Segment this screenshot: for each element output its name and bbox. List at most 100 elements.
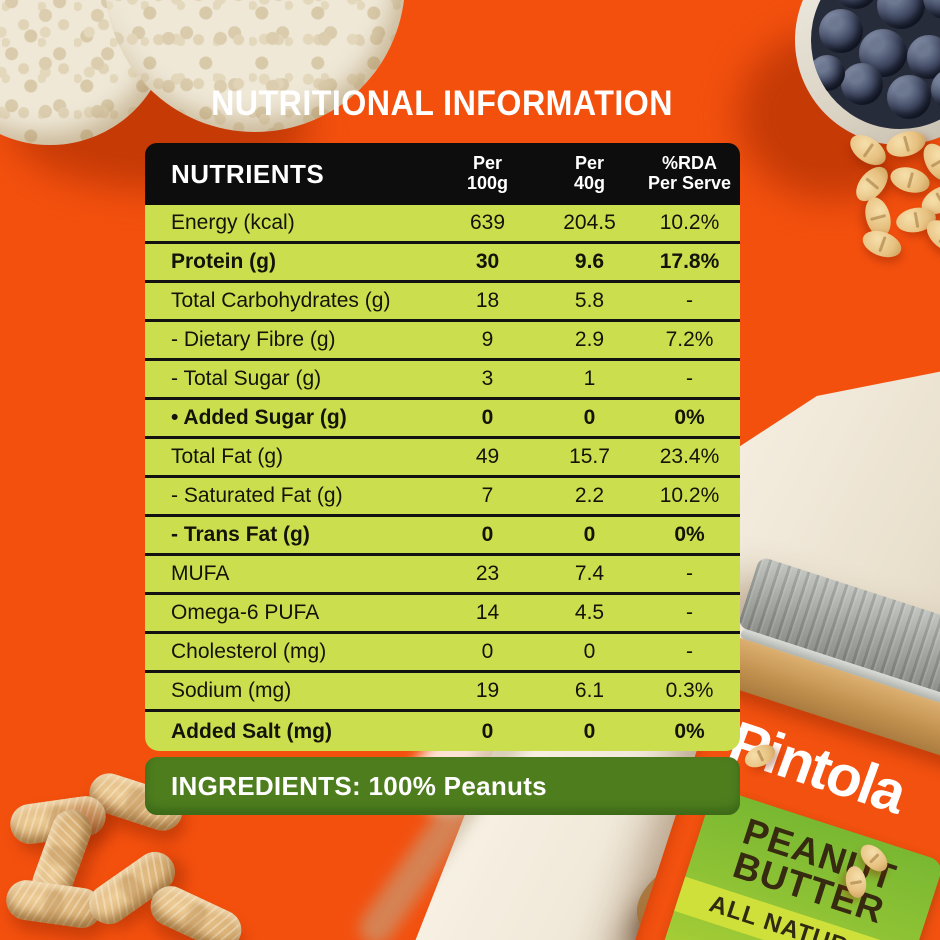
blueberry bbox=[811, 55, 845, 91]
value-rda: - bbox=[686, 562, 693, 585]
value-per-40g: 1 bbox=[583, 367, 596, 390]
nutrient-label: Protein (g) bbox=[171, 250, 276, 273]
peanut-shell bbox=[144, 879, 248, 940]
blueberries bbox=[811, 0, 940, 129]
nutrient-label: Energy (kcal) bbox=[171, 211, 295, 234]
blueberry bbox=[841, 63, 883, 105]
ingredients-text: INGREDIENTS: 100% Peanuts bbox=[171, 770, 547, 801]
value-per-40g: 0 bbox=[583, 406, 596, 429]
value-per-40g: 7.4 bbox=[574, 562, 605, 585]
value-rda: 7.2% bbox=[665, 328, 714, 351]
value-per-100g: 639 bbox=[469, 211, 506, 234]
blueberry bbox=[819, 9, 863, 53]
table-row: Cholesterol (mg) 0 0 - bbox=[145, 634, 740, 673]
header-per-40g-line2: 40g bbox=[573, 173, 606, 193]
table-row: MUFA 23 7.4 - bbox=[145, 556, 740, 595]
nutrient-label: • Added Sugar (g) bbox=[171, 406, 347, 429]
header-per-100g-line2: 100g bbox=[466, 173, 509, 193]
header-rda: %RDA Per Serve bbox=[639, 153, 740, 194]
header-rda-line2: Per Serve bbox=[647, 173, 732, 193]
table-row: • Added Sugar (g) 0 0 0% bbox=[145, 400, 740, 439]
value-per-40g: 15.7 bbox=[569, 445, 610, 468]
ingredients-bar: INGREDIENTS: 100% Peanuts bbox=[145, 757, 740, 815]
blueberry bbox=[907, 35, 940, 79]
value-per-100g: 19 bbox=[475, 679, 500, 702]
nutrition-rows: Energy (kcal) 639 204.5 10.2% Protein (g… bbox=[145, 205, 740, 751]
blueberry bbox=[877, 0, 925, 29]
nutrient-label: Total Carbohydrates (g) bbox=[171, 289, 391, 312]
value-per-40g: 0 bbox=[583, 719, 596, 743]
value-per-100g: 14 bbox=[475, 601, 500, 624]
value-per-100g: 0 bbox=[481, 719, 494, 743]
nutrition-table-header: NUTRIENTS Per 100g Per 40g %RDA Per Serv… bbox=[145, 143, 740, 205]
peanut-kernel bbox=[887, 163, 933, 197]
value-rda: 23.4% bbox=[659, 445, 720, 468]
nutrient-label: - Total Sugar (g) bbox=[171, 367, 322, 390]
value-rda: 17.8% bbox=[659, 250, 720, 273]
value-per-40g: 0 bbox=[583, 523, 596, 546]
value-per-40g: 2.9 bbox=[574, 328, 605, 351]
table-row: - Dietary Fibre (g) 9 2.9 7.2% bbox=[145, 322, 740, 361]
value-per-100g: 18 bbox=[475, 289, 500, 312]
table-row: Energy (kcal) 639 204.5 10.2% bbox=[145, 205, 740, 244]
table-row: Total Fat (g) 49 15.7 23.4% bbox=[145, 439, 740, 478]
value-per-100g: 0 bbox=[481, 406, 494, 429]
value-rda: 0% bbox=[674, 719, 705, 743]
value-rda: - bbox=[686, 640, 693, 663]
value-per-40g: 204.5 bbox=[563, 211, 616, 234]
nutrition-table: NUTRIENTS Per 100g Per 40g %RDA Per Serv… bbox=[145, 143, 740, 751]
value-per-100g: 9 bbox=[481, 328, 494, 351]
value-per-40g: 9.6 bbox=[574, 250, 605, 273]
table-row: Total Carbohydrates (g) 18 5.8 - bbox=[145, 283, 740, 322]
value-per-100g: 23 bbox=[475, 562, 500, 585]
header-per-100g: Per 100g bbox=[435, 153, 540, 194]
value-per-100g: 49 bbox=[475, 445, 500, 468]
value-rda: 10.2% bbox=[659, 484, 720, 507]
value-per-100g: 30 bbox=[475, 250, 500, 273]
nutrient-label: - Dietary Fibre (g) bbox=[171, 328, 336, 351]
table-row: - Total Sugar (g) 3 1 - bbox=[145, 361, 740, 400]
table-row: - Trans Fat (g) 0 0 0% bbox=[145, 517, 740, 556]
table-row: Protein (g) 30 9.6 17.8% bbox=[145, 244, 740, 283]
blueberry bbox=[835, 0, 877, 9]
header-per-40g: Per 40g bbox=[540, 153, 639, 194]
nutrient-label: - Trans Fat (g) bbox=[171, 523, 310, 546]
value-rda: 0% bbox=[674, 523, 705, 546]
blueberry bbox=[923, 0, 940, 19]
value-rda: - bbox=[686, 601, 693, 624]
value-per-40g: 5.8 bbox=[574, 289, 605, 312]
blueberry bbox=[931, 69, 940, 109]
value-rda: 0.3% bbox=[665, 679, 714, 702]
peanut-kernel bbox=[859, 225, 905, 263]
value-rda: - bbox=[686, 289, 693, 312]
nutrient-label: - Saturated Fat (g) bbox=[171, 484, 343, 507]
nutrient-label: Cholesterol (mg) bbox=[171, 640, 327, 663]
header-rda-line1: %RDA bbox=[661, 153, 717, 174]
blueberry bbox=[887, 75, 931, 119]
value-rda: 0% bbox=[674, 406, 705, 429]
value-rda: - bbox=[686, 367, 693, 390]
table-row: - Saturated Fat (g) 7 2.2 10.2% bbox=[145, 478, 740, 517]
header-per-40g-line1: Per bbox=[574, 153, 605, 174]
value-per-40g: 2.2 bbox=[574, 484, 605, 507]
table-row: Omega-6 PUFA 14 4.5 - bbox=[145, 595, 740, 634]
page-title: NUTRITIONAL INFORMATION bbox=[211, 84, 674, 123]
blueberry-bowl bbox=[795, 0, 940, 145]
value-rda: 10.2% bbox=[659, 211, 720, 234]
table-row: Sodium (mg) 19 6.1 0.3% bbox=[145, 673, 740, 712]
value-per-100g: 7 bbox=[481, 484, 494, 507]
nutrient-label: MUFA bbox=[171, 562, 230, 585]
value-per-100g: 0 bbox=[481, 640, 494, 663]
value-per-40g: 6.1 bbox=[574, 679, 605, 702]
nutrient-label: Omega-6 PUFA bbox=[171, 601, 320, 624]
table-row: Added Salt (mg) 0 0 0% bbox=[145, 712, 740, 751]
value-per-40g: 0 bbox=[583, 640, 596, 663]
value-per-100g: 0 bbox=[481, 523, 494, 546]
nutrient-label: Sodium (mg) bbox=[171, 679, 292, 702]
nutrient-label: Total Fat (g) bbox=[171, 445, 284, 468]
header-nutrients: NUTRIENTS bbox=[171, 158, 325, 189]
value-per-40g: 4.5 bbox=[574, 601, 605, 624]
header-per-100g-line1: Per bbox=[472, 153, 503, 174]
nutrient-label: Added Salt (mg) bbox=[171, 719, 332, 743]
